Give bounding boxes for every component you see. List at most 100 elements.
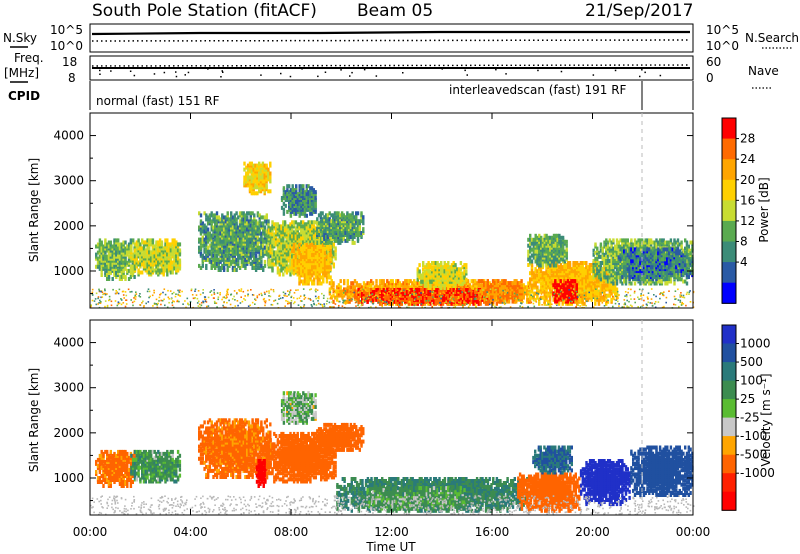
data-cell — [219, 247, 222, 252]
data-cell — [157, 268, 160, 273]
data-cell — [221, 266, 224, 270]
data-cell — [346, 279, 349, 284]
data-cell — [206, 257, 210, 262]
data-cell — [107, 254, 111, 259]
data-cell — [155, 246, 158, 251]
data-cell — [356, 211, 360, 216]
data-cell — [215, 211, 219, 216]
data-cell — [263, 215, 267, 220]
data-cell — [254, 191, 257, 196]
data-cell — [231, 239, 235, 244]
data-cell — [447, 261, 450, 265]
nsky-label: N.Sky — [3, 31, 37, 45]
data-cell — [124, 266, 127, 271]
data-cell — [109, 270, 112, 275]
data-cell — [100, 248, 103, 253]
data-cell — [160, 256, 164, 261]
data-cell — [329, 265, 332, 270]
data-cell — [226, 213, 229, 218]
data-cell — [244, 223, 247, 228]
data-cell — [215, 257, 219, 262]
data-cell — [124, 275, 127, 279]
data-cell — [102, 244, 105, 249]
data-cell — [201, 235, 204, 240]
nave-dot — [592, 74, 595, 76]
data-cell — [237, 247, 240, 252]
data-cell — [115, 240, 118, 245]
data-cell — [329, 245, 332, 249]
data-cell — [106, 277, 109, 281]
data-cell — [233, 257, 236, 262]
data-cell — [238, 211, 242, 216]
data-cell — [235, 239, 238, 244]
data-cell — [106, 248, 109, 253]
data-cell — [203, 247, 206, 252]
nave-dot — [641, 69, 643, 71]
data-cell — [142, 260, 146, 265]
data-cell — [226, 231, 229, 236]
data-cell — [260, 266, 263, 270]
data-cell — [212, 213, 215, 218]
data-cell — [133, 248, 137, 253]
nsearch-series — [91, 39, 691, 42]
data-cell — [107, 275, 111, 279]
data-cell — [144, 256, 147, 261]
data-cell — [246, 215, 249, 220]
nave-dot — [289, 75, 292, 78]
data-cell — [254, 247, 258, 252]
data-cell — [256, 191, 259, 196]
data-cell — [353, 240, 356, 245]
data-cell — [132, 270, 135, 275]
data-cell — [228, 247, 231, 252]
nsearch-top-tick: 10^5 — [706, 23, 739, 37]
data-cell — [244, 253, 247, 258]
cpid-mode-interleaved: interleavedscan (fast) 191 RF — [449, 83, 627, 97]
nave-dot — [184, 74, 186, 76]
nave-dot — [614, 69, 617, 72]
data-cell — [117, 248, 120, 253]
scatter-region — [95, 238, 136, 281]
data-cell — [201, 263, 204, 268]
data-cell — [210, 259, 213, 264]
nave-label: Nave — [748, 64, 779, 78]
data-cell — [256, 257, 260, 262]
data-cell — [339, 279, 342, 284]
data-cell — [98, 246, 102, 251]
nave-dot — [349, 75, 351, 77]
data-cell — [339, 285, 342, 290]
data-cell — [124, 240, 127, 245]
data-cell — [237, 231, 240, 236]
data-cell — [104, 260, 107, 265]
data-cell — [133, 256, 137, 261]
data-cell — [206, 239, 210, 244]
data-cell — [459, 261, 463, 265]
data-cell — [256, 241, 260, 246]
data-cell — [133, 264, 137, 269]
data-cell — [178, 248, 182, 253]
data-cell — [262, 247, 265, 252]
data-cell — [214, 253, 217, 258]
data-cell — [249, 239, 252, 244]
data-cell — [265, 231, 268, 236]
data-cell — [332, 281, 335, 286]
data-cell — [231, 215, 235, 220]
scatter-region — [280, 184, 317, 218]
data-cell — [246, 167, 250, 172]
data-cell — [235, 223, 238, 228]
data-cell — [221, 239, 224, 244]
data-cell — [100, 240, 103, 245]
data-cell — [126, 248, 129, 253]
data-cell — [210, 251, 213, 256]
data-cell — [100, 273, 103, 277]
data-cell — [214, 219, 217, 224]
data-cell — [230, 211, 233, 216]
data-cell — [120, 254, 123, 259]
data-cell — [113, 248, 116, 253]
data-cell — [212, 225, 215, 230]
data-cell — [149, 242, 153, 247]
data-cell — [240, 251, 244, 256]
data-cell — [226, 223, 229, 228]
data-cell — [215, 261, 219, 266]
data-cell — [100, 260, 103, 265]
